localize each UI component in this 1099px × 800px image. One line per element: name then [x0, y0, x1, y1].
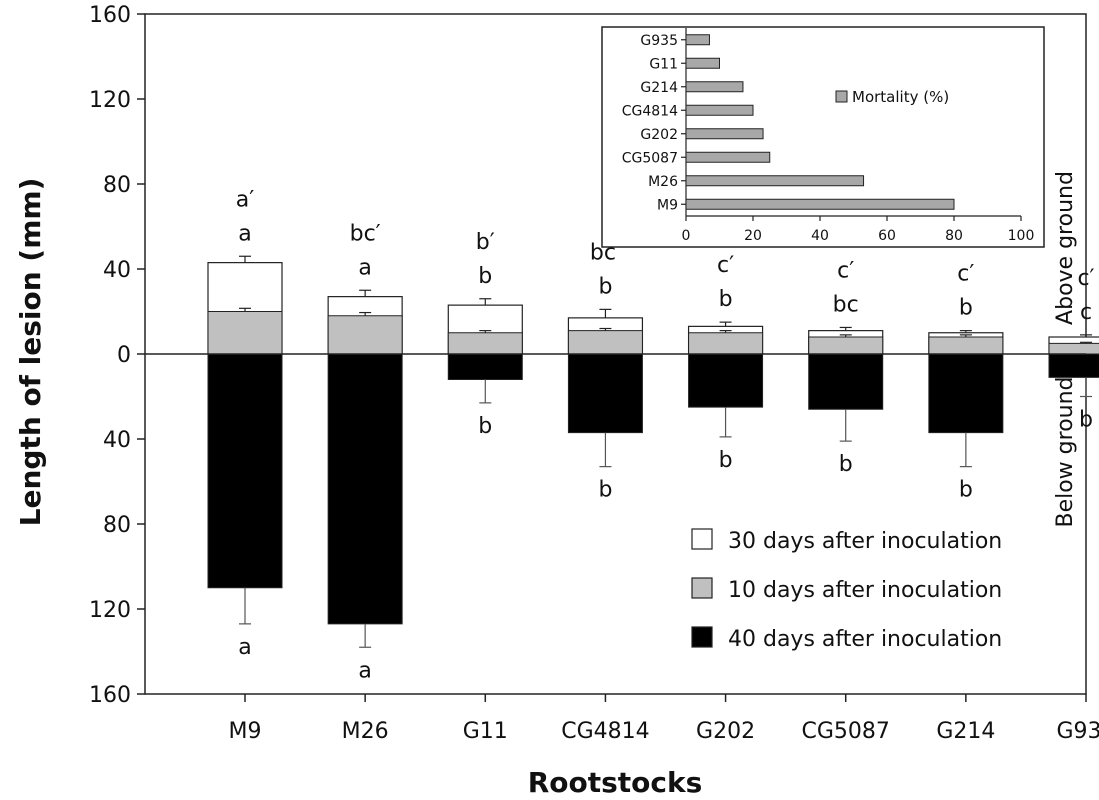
y-tick-label: 80: [103, 513, 131, 538]
bar-10-days-g214: [928, 336, 1004, 355]
bar-10-days-g935: [1048, 342, 1099, 355]
letter-below-cg4814: b: [598, 478, 612, 503]
inset-bar-cg5087: [685, 151, 771, 163]
legend: 30 days after inoculation 10 days after …: [691, 528, 1002, 652]
x-tick-label-m26: M26: [342, 719, 389, 744]
y-tick-label: 40: [103, 428, 131, 453]
legend-swatch-30-days: [691, 528, 713, 550]
inset-bar-g11: [685, 57, 720, 69]
letter-prime-g214: c′: [957, 262, 974, 287]
letter-below-m9: a: [238, 635, 251, 660]
y-tick-label: 80: [103, 173, 131, 198]
inset-x-tick-label: 100: [1008, 228, 1035, 244]
bar-10-days-cg5087: [808, 336, 884, 355]
x-tick-label-g935: G935: [1056, 719, 1099, 744]
letter-below-g214: b: [959, 478, 973, 503]
bar-10-days-g202: [688, 332, 764, 355]
inset-x-tick-label: 20: [744, 228, 762, 244]
bar-10-days-m9: [207, 311, 283, 355]
below-ground-label: Below ground: [1053, 376, 1078, 527]
bar-40-days-cg5087: [808, 353, 884, 410]
inset-y-tick-label-cg4814: CG4814: [622, 103, 678, 119]
y-tick-label: 120: [89, 598, 131, 623]
letter-below-g202: b: [719, 448, 733, 473]
legend-swatch-40-days: [691, 626, 713, 648]
bar-10-days-m26: [327, 315, 403, 355]
inset-y-tick-label-g11: G11: [649, 56, 678, 72]
legend-label-30-days: 30 days after inoculation: [728, 529, 1002, 554]
letter-above-g11: b: [478, 264, 492, 289]
inset-bar-cg4814: [685, 104, 754, 116]
inset-y-tick-label-g214: G214: [640, 80, 678, 96]
letter-above-g202: b: [719, 287, 733, 312]
bar-40-days-cg4814: [567, 353, 643, 434]
letter-prime-cg5087: c′: [837, 258, 854, 283]
letter-below-g935: b: [1079, 408, 1093, 433]
y-tick-label: 160: [89, 683, 131, 708]
letter-prime-g202: c′: [717, 253, 734, 278]
y-tick-label: 120: [89, 88, 131, 113]
bar-40-days-g935: [1048, 353, 1099, 378]
letter-above-m26: a: [358, 255, 371, 280]
inset-y-tick-label-m26: M26: [648, 174, 678, 190]
inset-y-tick-label-m9: M9: [657, 197, 678, 213]
above-ground-label: Above ground: [1053, 171, 1078, 325]
letter-prime-g935: c′: [1077, 266, 1094, 291]
letter-below-m26: a: [358, 658, 371, 683]
letter-below-g11: b: [478, 414, 492, 439]
y-tick-label: 160: [89, 3, 131, 28]
x-tick-label-cg5087: CG5087: [802, 719, 890, 744]
legend-label-10-days: 10 days after inoculation: [728, 578, 1002, 603]
letter-above-g214: b: [959, 296, 973, 321]
inset-bar-m9: [685, 198, 955, 210]
letter-above-g935: c: [1080, 300, 1092, 325]
bar-40-days-g11: [447, 353, 523, 380]
x-axis-title: Rootstocks: [528, 766, 703, 799]
x-tick-label-g214: G214: [936, 719, 995, 744]
inset-legend-label: Mortality (%): [852, 88, 949, 106]
inset-x-tick-label: 60: [878, 228, 896, 244]
letter-prime-m9: a′: [236, 187, 254, 212]
inset-frame: [601, 26, 1045, 248]
bar-40-days-g214: [928, 353, 1004, 434]
inset-bar-g202: [685, 128, 764, 140]
inset-x-tick-label: 0: [682, 228, 691, 244]
letter-prime-g11: b′: [476, 230, 495, 255]
inset-legend-swatch: [835, 90, 848, 103]
y-tick-label: 0: [117, 343, 131, 368]
inset-bar-m26: [685, 175, 865, 187]
x-tick-label-m9: M9: [229, 719, 262, 744]
bar-40-days-g202: [688, 353, 764, 408]
letter-above-m9: a: [238, 221, 251, 246]
inset-y-tick-label-cg5087: CG5087: [622, 150, 678, 166]
bar-40-days-m9: [207, 353, 283, 589]
x-tick-label-g11: G11: [463, 719, 508, 744]
x-tick-label-cg4814: CG4814: [561, 719, 649, 744]
legend-label-40-days: 40 days after inoculation: [728, 627, 1002, 652]
letter-above-cg5087: bc: [833, 292, 859, 317]
inset-y-tick-label-g935: G935: [640, 33, 678, 49]
inset-x-tick-label: 40: [811, 228, 829, 244]
inset-bar-g935: [685, 34, 710, 46]
legend-swatch-10-days: [691, 577, 713, 599]
inset-bar-g214: [685, 81, 744, 93]
letter-prime-m26: bc′: [350, 221, 381, 246]
letter-above-cg4814: b: [598, 274, 612, 299]
inset-x-tick-label: 80: [945, 228, 963, 244]
bar-10-days-cg4814: [567, 330, 643, 355]
bar-10-days-g11: [447, 332, 523, 355]
inset-y-tick-label-g202: G202: [640, 127, 678, 143]
letter-below-cg5087: b: [839, 452, 853, 477]
y-axis-title: Length of lesion (mm): [14, 178, 47, 527]
inset-legend: Mortality (%): [835, 88, 949, 106]
bar-40-days-m26: [327, 353, 403, 625]
y-tick-label: 40: [103, 258, 131, 283]
x-tick-label-g202: G202: [696, 719, 755, 744]
